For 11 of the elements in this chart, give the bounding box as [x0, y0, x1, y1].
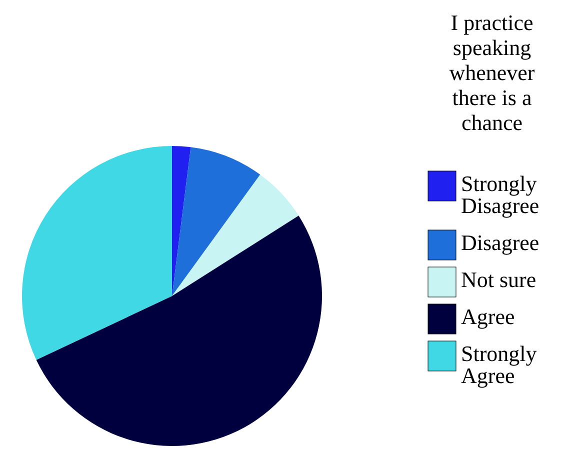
pie-slice — [172, 146, 191, 296]
legend-label: Strongly Agree — [461, 341, 537, 388]
pie-slice — [22, 146, 172, 360]
legend-title: I practice speaking whenever there is a chance — [449, 10, 536, 135]
pie-slice — [172, 147, 260, 296]
legend-label: Strongly Disagree — [461, 171, 540, 218]
legend-label: Not sure — [461, 267, 536, 292]
pie-slice — [172, 174, 299, 296]
legend-label: Disagree — [461, 230, 540, 255]
pie-slice — [36, 216, 322, 446]
legend-label: Agree — [461, 304, 515, 329]
